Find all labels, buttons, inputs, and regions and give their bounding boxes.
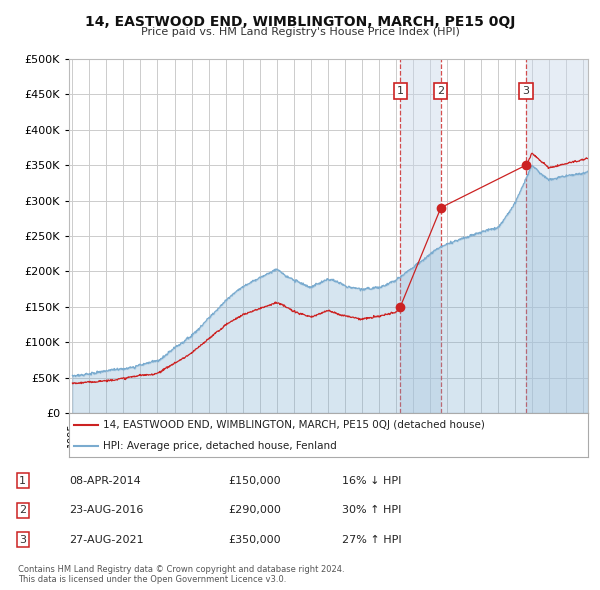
Text: Price paid vs. HM Land Registry's House Price Index (HPI): Price paid vs. HM Land Registry's House … xyxy=(140,27,460,37)
Text: 27-AUG-2021: 27-AUG-2021 xyxy=(69,535,143,545)
Text: 1: 1 xyxy=(397,86,404,96)
Bar xyxy=(526,59,588,413)
Text: 1: 1 xyxy=(19,476,26,486)
Text: 3: 3 xyxy=(523,86,529,96)
Text: 14, EASTWOOD END, WIMBLINGTON, MARCH, PE15 0QJ (detached house): 14, EASTWOOD END, WIMBLINGTON, MARCH, PE… xyxy=(103,420,485,430)
Text: 23-AUG-2016: 23-AUG-2016 xyxy=(69,506,143,515)
Text: 14, EASTWOOD END, WIMBLINGTON, MARCH, PE15 0QJ: 14, EASTWOOD END, WIMBLINGTON, MARCH, PE… xyxy=(85,15,515,29)
Text: £290,000: £290,000 xyxy=(228,506,281,515)
Text: 16% ↓ HPI: 16% ↓ HPI xyxy=(342,476,401,486)
Text: 2: 2 xyxy=(437,86,445,96)
Text: HPI: Average price, detached house, Fenland: HPI: Average price, detached house, Fenl… xyxy=(103,441,337,451)
Bar xyxy=(400,59,441,413)
Text: £150,000: £150,000 xyxy=(228,476,281,486)
Text: 30% ↑ HPI: 30% ↑ HPI xyxy=(342,506,401,515)
Text: 27% ↑ HPI: 27% ↑ HPI xyxy=(342,535,401,545)
Text: 08-APR-2014: 08-APR-2014 xyxy=(69,476,141,486)
Text: 3: 3 xyxy=(19,535,26,545)
Text: Contains HM Land Registry data © Crown copyright and database right 2024.
This d: Contains HM Land Registry data © Crown c… xyxy=(18,565,344,584)
Text: 2: 2 xyxy=(19,506,26,515)
Text: £350,000: £350,000 xyxy=(228,535,281,545)
